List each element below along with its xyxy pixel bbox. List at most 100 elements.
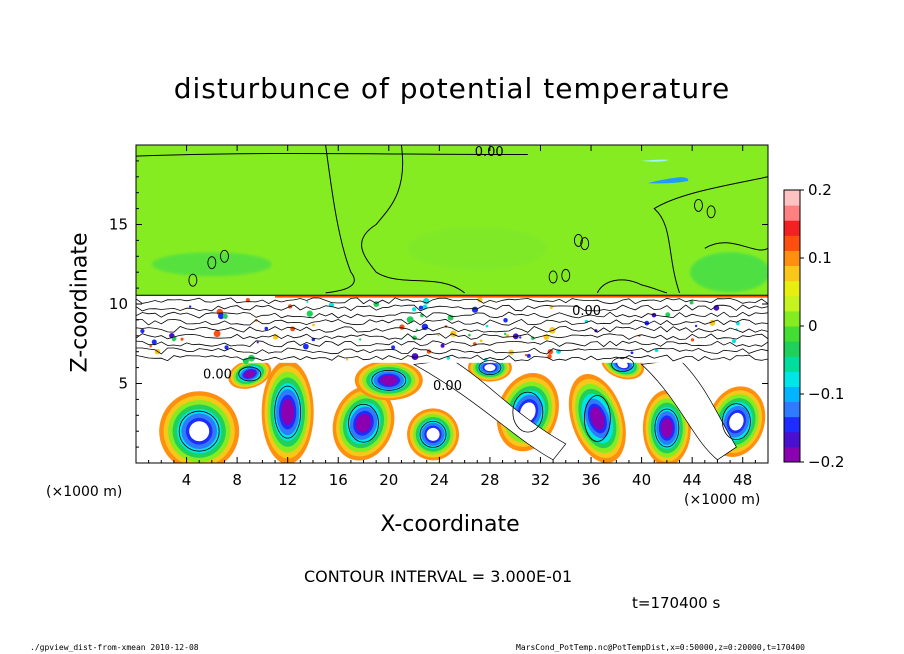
band-speck <box>485 324 489 328</box>
band-speck <box>224 345 229 350</box>
band-background <box>136 296 768 363</box>
x-tick-label: 48 <box>733 471 752 489</box>
colorbar-swatch <box>784 356 800 372</box>
colorbar-swatch <box>784 205 800 221</box>
contour-loop <box>478 360 502 376</box>
band-speck <box>549 305 553 309</box>
vortex <box>707 386 766 457</box>
vortex <box>159 391 240 463</box>
band-contour <box>136 311 768 319</box>
band-speck <box>149 344 152 348</box>
band-speck <box>524 353 528 357</box>
colorbar-tick-label: 0.2 <box>808 181 832 199</box>
contour-loop <box>274 385 302 439</box>
band-speck <box>306 300 309 303</box>
field-patch <box>641 159 670 162</box>
band-speck <box>306 310 313 317</box>
band-contour <box>136 333 768 340</box>
band-speck <box>450 330 457 337</box>
band-speck <box>411 353 419 360</box>
vortex-core <box>244 370 256 378</box>
x-tick-label: 20 <box>379 471 398 489</box>
vortex-core <box>484 364 496 372</box>
vortex-core <box>660 418 673 438</box>
band-speck <box>665 312 671 318</box>
footer-script-info: ./gpview_dist-from-xmean 2010-12-08 <box>30 643 199 652</box>
contour-loop <box>419 420 447 448</box>
band-speck <box>547 354 552 359</box>
band-speck <box>503 332 507 336</box>
contour-loop <box>561 268 571 282</box>
band-speck <box>391 345 396 350</box>
x-tick-label: 40 <box>632 471 651 489</box>
x-tick-label: 4 <box>182 471 192 489</box>
band-speck <box>218 312 225 320</box>
band-speck <box>690 338 695 342</box>
vortex <box>332 385 395 461</box>
footer-data-source: MarsCond_PotTemp.nc@PotTempDist,x=0:5000… <box>516 643 805 652</box>
plume <box>412 359 567 461</box>
contour-loop <box>583 395 611 442</box>
contour-loop <box>188 273 198 287</box>
band-speck <box>731 338 737 344</box>
x-tick-label: 24 <box>430 471 449 489</box>
contour-loop <box>207 256 217 270</box>
colorbar-swatch <box>784 235 800 251</box>
band-speck <box>140 328 145 334</box>
colorbar-tick-label: −0.1 <box>808 385 844 403</box>
contour-label: 0.00 <box>203 368 232 383</box>
y-tick-label: 10 <box>109 295 128 313</box>
band-speck <box>411 307 417 312</box>
band-speck <box>290 326 296 332</box>
contour-loop <box>512 391 544 433</box>
contour-loop <box>238 366 262 382</box>
band-speck <box>547 348 554 355</box>
band-speck <box>406 316 414 324</box>
y-tick-label: 5 <box>118 375 128 393</box>
y-tick-label: 15 <box>109 216 128 234</box>
x-tick-label: 16 <box>329 471 348 489</box>
vortex-core <box>426 427 440 441</box>
colorbar-tick-label: 0.1 <box>808 249 832 267</box>
colorbar: 0.2 0.1 0 −0.1 −0.2 <box>783 181 844 471</box>
contour-loop <box>220 249 229 263</box>
contour-line <box>375 271 465 294</box>
band-speck <box>312 323 315 327</box>
vortex-core <box>729 412 744 431</box>
x-tick-label: 12 <box>278 471 297 489</box>
colorbar-swatch <box>784 250 800 267</box>
field-patch <box>690 252 768 293</box>
band-speck <box>415 328 419 332</box>
contour-loop <box>654 408 680 448</box>
vortex <box>261 360 314 463</box>
band-speck <box>399 324 405 330</box>
band-speck <box>477 297 483 303</box>
colorbar-swatch <box>784 446 800 463</box>
colorbar-swatch <box>784 326 800 342</box>
colorbar-swatch <box>784 280 800 297</box>
band-speck <box>151 339 157 345</box>
vortex-core <box>355 413 372 433</box>
band-speck <box>479 339 483 343</box>
contour-line <box>136 153 528 157</box>
colorbar-swatch <box>784 386 800 403</box>
band-speck <box>736 321 740 326</box>
colorbar-swatch <box>784 220 800 236</box>
contour-loop <box>178 410 220 452</box>
vortex-core <box>380 375 398 386</box>
vortex <box>568 373 626 463</box>
contour-line <box>596 279 668 294</box>
band-speck <box>245 298 250 303</box>
colorbar-tick-label: 0 <box>808 317 818 335</box>
x-axis-label: X-coordinate <box>380 512 520 537</box>
plot-area: 0.00 0.00 0.00 0.00 <box>136 145 768 463</box>
band-speck <box>423 298 430 305</box>
x-unit-label-right: (×1000 m) <box>684 492 761 508</box>
chart-title: disturbunce of potential temperature <box>173 72 731 105</box>
band-speck <box>468 333 471 337</box>
vortex-core <box>189 421 210 442</box>
band-speck <box>256 341 259 344</box>
band-speck <box>694 324 698 328</box>
colorbar-tick-label: −0.2 <box>808 453 844 471</box>
